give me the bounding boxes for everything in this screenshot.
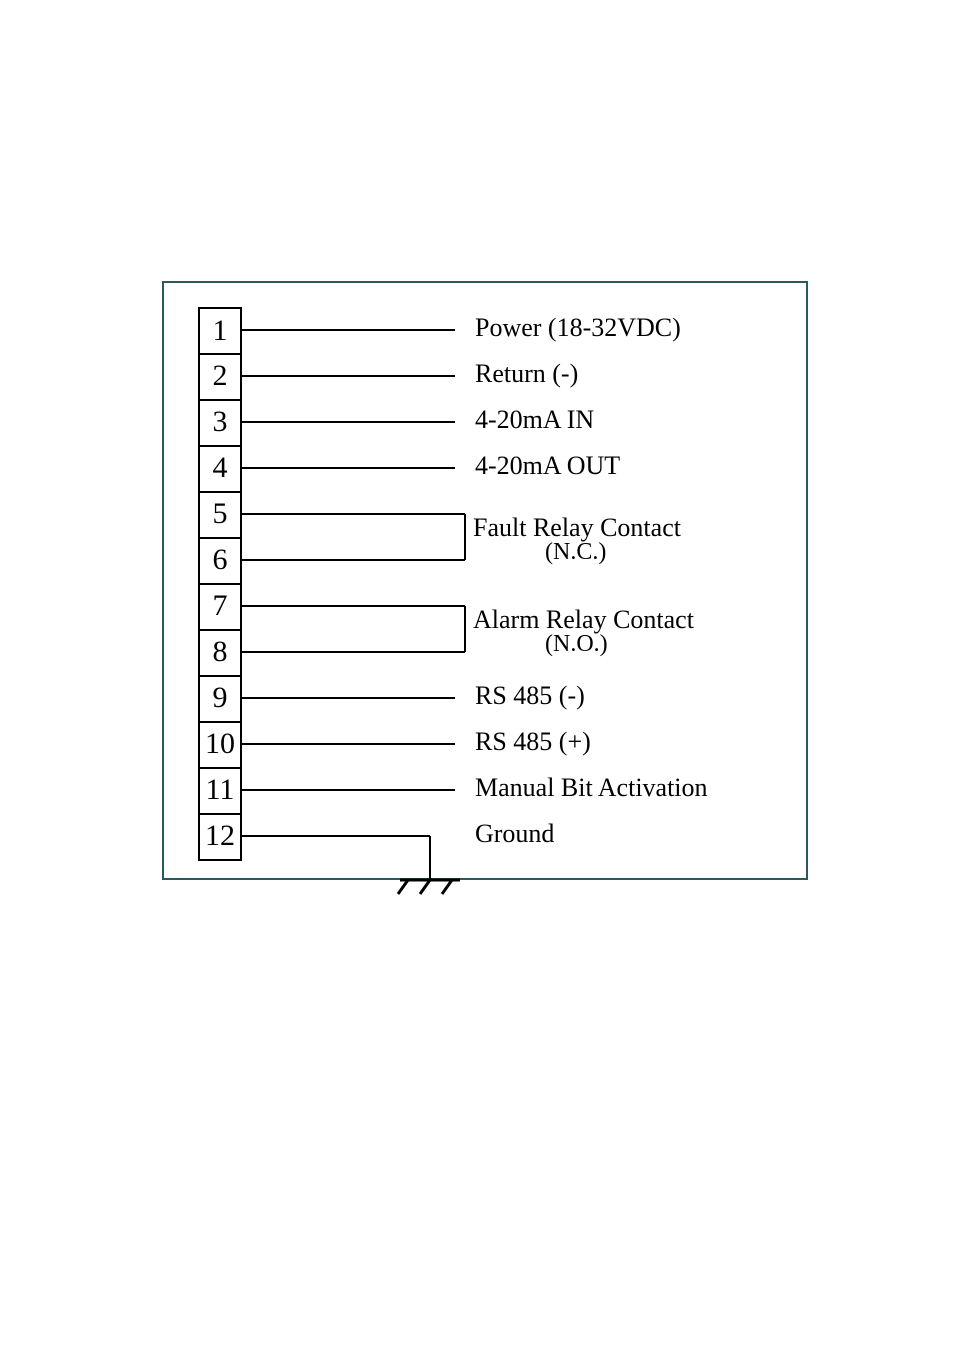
bracket-sublabel-0: (N.C.) [545, 539, 606, 566]
terminal-number: 8 [213, 635, 228, 669]
terminal-box-8: 8 [198, 629, 242, 677]
terminal-box-6: 6 [198, 537, 242, 585]
terminal-label-9: RS 485 (-) [475, 681, 585, 711]
bracket-sublabel-1: (N.O.) [545, 631, 608, 658]
terminal-number: 9 [213, 681, 228, 715]
terminal-number: 11 [206, 773, 235, 807]
terminal-label-1: Power (18-32VDC) [475, 313, 681, 343]
terminal-number: 12 [205, 819, 235, 853]
terminal-label-11: Manual Bit Activation [475, 773, 708, 803]
terminal-number: 5 [213, 497, 228, 531]
terminal-label-12: Ground [475, 819, 554, 849]
terminal-label-3: 4-20mA IN [475, 405, 594, 435]
terminal-box-1: 1 [198, 307, 242, 355]
terminal-box-11: 11 [198, 767, 242, 815]
terminal-number: 10 [205, 727, 235, 761]
terminal-box-7: 7 [198, 583, 242, 631]
terminal-number: 2 [213, 359, 228, 393]
terminal-number: 3 [213, 405, 228, 439]
terminal-label-4: 4-20mA OUT [475, 451, 620, 481]
diagram-lines [0, 0, 954, 1351]
terminal-number: 7 [213, 589, 228, 623]
terminal-box-2: 2 [198, 353, 242, 401]
terminal-box-5: 5 [198, 491, 242, 539]
terminal-label-2: Return (-) [475, 359, 578, 389]
terminal-number: 6 [213, 543, 228, 577]
terminal-number: 4 [213, 451, 228, 485]
terminal-box-10: 10 [198, 721, 242, 769]
terminal-box-3: 3 [198, 399, 242, 447]
terminal-box-12: 12 [198, 813, 242, 861]
terminal-box-4: 4 [198, 445, 242, 493]
terminal-label-10: RS 485 (+) [475, 727, 591, 757]
terminal-number: 1 [213, 314, 228, 348]
terminal-box-9: 9 [198, 675, 242, 723]
